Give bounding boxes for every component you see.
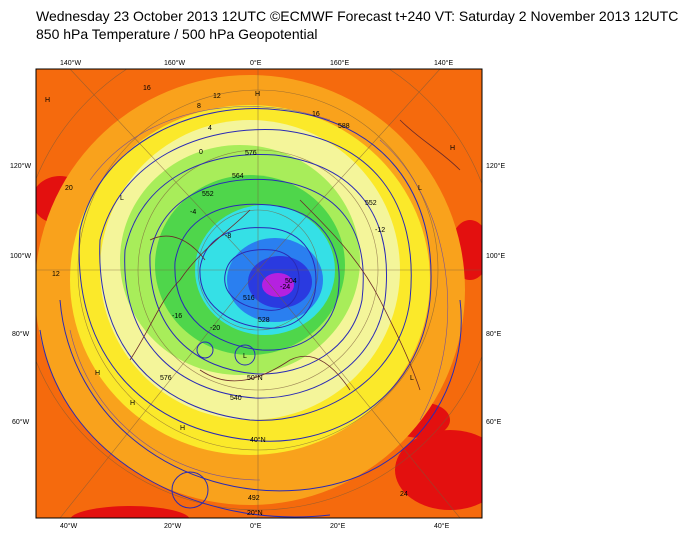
temperature-label: 0 bbox=[199, 149, 203, 156]
pressure-center-mark: H bbox=[45, 97, 50, 104]
temperature-label: 8 bbox=[197, 103, 201, 110]
pressure-center-mark: L bbox=[243, 353, 247, 360]
right-latitude-label: 60°E bbox=[486, 418, 502, 426]
top-longitude-label: 140°W bbox=[60, 59, 81, 67]
right-latitude-label: 100°E bbox=[486, 252, 505, 260]
geopotential-label: 516 bbox=[243, 295, 255, 302]
geopotential-label: 576 bbox=[245, 150, 257, 157]
geopotential-label: 504 bbox=[285, 278, 297, 285]
geopotential-label: 552 bbox=[202, 191, 214, 198]
bottom-longitude-label: 0°E bbox=[250, 522, 262, 530]
bottom-longitude-label: 40°E bbox=[434, 522, 450, 530]
latitude-label: 20°N bbox=[247, 509, 263, 517]
pressure-center-mark: H bbox=[255, 91, 260, 98]
pressure-center-mark: H bbox=[450, 145, 455, 152]
pressure-center-mark: H bbox=[180, 425, 185, 432]
map-frame bbox=[35, 68, 483, 519]
pressure-center-mark: L bbox=[418, 185, 422, 192]
temperature-label: 24 bbox=[400, 491, 408, 498]
temperature-label: -8 bbox=[225, 233, 231, 240]
geopotential-label: 564 bbox=[232, 173, 244, 180]
bottom-longitude-label: 20°W bbox=[164, 522, 182, 530]
contour-labels: 588 576 564 552 540 528 516 504 492 552 … bbox=[45, 85, 455, 517]
left-latitude-label: 100°W bbox=[10, 252, 31, 260]
temperature-label: -24 bbox=[280, 284, 290, 291]
edge-labels: 140°W 160°W 0°E 160°E 140°E 40°W 20°W 0°… bbox=[10, 59, 505, 530]
temperature-label: 12 bbox=[213, 93, 221, 100]
forecast-subtitle: 850 hPa Temperature / 500 hPa Geopotenti… bbox=[36, 26, 318, 42]
bottom-longitude-label: 40°W bbox=[60, 522, 78, 530]
top-longitude-label: 140°E bbox=[434, 59, 453, 67]
temperature-label: -4 bbox=[190, 209, 196, 216]
left-latitude-label: 120°W bbox=[10, 162, 31, 170]
geopotential-label: 588 bbox=[338, 123, 350, 130]
top-longitude-label: 160°E bbox=[330, 59, 349, 67]
temperature-band bbox=[70, 506, 190, 518]
geopotential-contours bbox=[39, 108, 462, 518]
left-latitude-label: 80°W bbox=[12, 330, 30, 338]
temperature-label: 20 bbox=[65, 185, 73, 192]
temperature-label: 4 bbox=[208, 125, 212, 132]
top-longitude-label: 0°E bbox=[250, 59, 262, 67]
top-longitude-label: 160°W bbox=[164, 59, 185, 67]
geopotential-label: 492 bbox=[248, 495, 260, 502]
graticule bbox=[36, 69, 482, 518]
temperature-contours bbox=[69, 106, 449, 481]
temperature-band bbox=[262, 273, 294, 297]
pressure-center-mark: H bbox=[95, 370, 100, 377]
latitude-label: 40°N bbox=[250, 436, 266, 444]
pressure-center-mark: H bbox=[130, 400, 135, 407]
temperature-label: -20 bbox=[210, 325, 220, 332]
geopotential-label: 540 bbox=[230, 395, 242, 402]
geopotential-label: 528 bbox=[258, 317, 270, 324]
left-latitude-label: 60°W bbox=[12, 418, 30, 426]
right-latitude-label: 80°E bbox=[486, 330, 502, 338]
temperature-label: 16 bbox=[143, 85, 151, 92]
temperature-label: -12 bbox=[375, 227, 385, 234]
bottom-longitude-label: 20°E bbox=[330, 522, 346, 530]
geopotential-label: 552 bbox=[365, 200, 377, 207]
latitude-label: 50°N bbox=[247, 374, 263, 382]
pressure-center-mark: L bbox=[120, 195, 124, 202]
geopotential-label: 576 bbox=[160, 375, 172, 382]
forecast-title: Wednesday 23 October 2013 12UTC ©ECMWF F… bbox=[36, 8, 679, 24]
right-latitude-label: 120°E bbox=[486, 162, 505, 170]
coastlines bbox=[129, 119, 461, 391]
pressure-center-mark: L bbox=[410, 375, 414, 382]
temperature-label: 16 bbox=[312, 111, 320, 118]
temperature-label: 12 bbox=[52, 271, 60, 278]
temperature-label: -16 bbox=[172, 313, 182, 320]
